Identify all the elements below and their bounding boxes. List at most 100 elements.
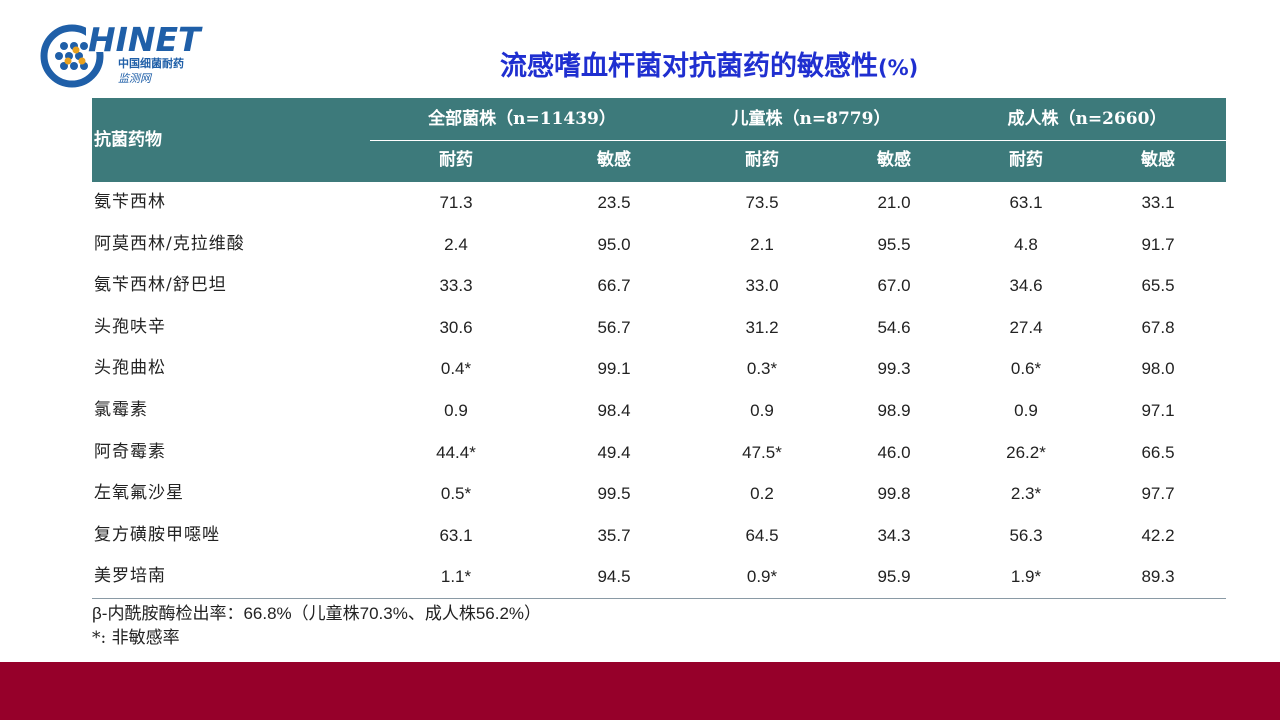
drug-name: 阿莫西林/克拉维酸 — [94, 233, 245, 254]
susceptible-value: 99.3 — [877, 359, 911, 379]
resistant-value: 0.9* — [746, 567, 778, 587]
resistant-value: 33.3 — [439, 276, 473, 296]
page-title: 流感嗜血杆菌对抗菌药的敏感性(%) — [500, 44, 918, 83]
header-divider — [370, 140, 1226, 141]
resistant-value: 0.9 — [1014, 400, 1038, 420]
drug-name: 复方磺胺甲噁唑 — [94, 524, 220, 545]
resistant-value: 71.3 — [439, 193, 473, 212]
drug-column-header: 抗菌药物 — [94, 130, 162, 150]
susceptible-value: 97.7 — [1141, 484, 1175, 504]
logo-subtitle-1: 中国细菌耐药 — [118, 57, 184, 70]
group-header-adults: 成人株（n=2660） — [1007, 109, 1167, 129]
table-bottom-rule — [92, 597, 1226, 599]
logo-wordmark: HINET — [88, 20, 201, 59]
resistant-value: 56.3 — [1009, 525, 1043, 545]
resistant-value: 63.1 — [1009, 193, 1043, 212]
table-row: 头孢呋辛 30.6 56.7 31.2 54.6 27.4 67.8 — [92, 307, 1226, 349]
susceptible-value: 99.5 — [597, 484, 631, 504]
drug-name: 头孢呋辛 — [94, 316, 166, 337]
subheader-resistant: 耐药 — [745, 150, 779, 170]
susceptible-value: 94.5 — [597, 567, 631, 587]
resistant-value: 0.2 — [750, 484, 774, 504]
resistant-value: 0.4* — [440, 359, 472, 379]
resistant-value: 64.5 — [745, 525, 779, 545]
resistant-value: 63.1 — [439, 525, 473, 545]
footnotes: β-内酰胺酶检出率：66.8%（儿童株70.3%、成人株56.2%） *: 非敏… — [92, 602, 541, 650]
table-row: 氯霉素 0.9 98.4 0.9 98.9 0.9 97.1 — [92, 390, 1226, 432]
table-row: 阿莫西林/克拉维酸 2.4 95.0 2.1 95.5 4.8 91.7 — [92, 224, 1226, 266]
susceptible-value: 56.7 — [597, 317, 631, 337]
susceptible-value: 95.0 — [597, 234, 631, 254]
subheader-susceptible: 敏感 — [597, 150, 631, 170]
susceptible-value: 67.0 — [877, 276, 911, 296]
table-row: 阿奇霉素 44.4* 49.4 47.5* 46.0 26.2* 66.5 — [92, 432, 1226, 474]
susceptible-value: 67.8 — [1141, 317, 1175, 337]
table-row: 氨苄西林 71.3 23.5 73.5 21.0 63.1 33.1 — [92, 182, 1226, 224]
susceptible-value: 99.1 — [597, 359, 631, 379]
subheader-resistant: 耐药 — [439, 150, 473, 170]
drug-name: 氯霉素 — [94, 399, 148, 420]
resistant-value: 73.5 — [745, 193, 779, 212]
resistant-value: 2.3* — [1010, 484, 1042, 504]
subheader-susceptible: 敏感 — [877, 150, 911, 170]
susceptible-value: 33.1 — [1141, 193, 1175, 212]
resistant-value: 33.0 — [745, 276, 779, 296]
susceptible-value: 91.7 — [1141, 234, 1175, 254]
resistant-value: 0.9 — [750, 400, 774, 420]
footer-bar — [0, 662, 1280, 720]
drug-name: 左氧氟沙星 — [94, 483, 184, 504]
resistant-value: 26.2* — [1006, 442, 1046, 462]
table-row: 复方磺胺甲噁唑 63.1 35.7 64.5 34.3 56.3 42.2 — [92, 515, 1226, 557]
resistant-value: 1.1* — [440, 567, 472, 587]
susceptible-value: 34.3 — [877, 525, 911, 545]
group-header-children: 儿童株（n=8779） — [731, 109, 891, 129]
susceptible-value: 46.0 — [877, 442, 911, 462]
resistant-value: 27.4 — [1009, 317, 1043, 337]
susceptible-value: 98.4 — [597, 400, 631, 420]
table-row: 美罗培南 1.1* 94.5 0.9* 95.9 1.9* 89.3 — [92, 556, 1226, 598]
hinet-logo: HINET 中国细菌耐药 监测网 — [38, 18, 218, 90]
drug-name: 氨苄西林/舒巴坦 — [94, 275, 227, 296]
susceptible-value: 97.1 — [1141, 400, 1175, 420]
drug-name: 美罗培南 — [94, 566, 166, 587]
resistant-value: 0.5* — [440, 484, 472, 504]
susceptible-value: 98.0 — [1141, 359, 1175, 379]
resistant-value: 1.9* — [1010, 567, 1042, 587]
resistant-value: 2.4 — [444, 234, 468, 254]
resistant-value: 30.6 — [439, 317, 473, 337]
beta-lactamase-note: β-内酰胺酶检出率：66.8%（儿童株70.3%、成人株56.2%） — [92, 604, 542, 623]
susceptible-value: 23.5 — [597, 193, 631, 212]
susceptible-value: 54.6 — [877, 317, 911, 337]
susceptible-value: 95.5 — [877, 234, 911, 254]
susceptible-value: 66.5 — [1141, 442, 1175, 462]
logo-globe-icon — [40, 22, 116, 88]
title-suffix: (%) — [878, 56, 919, 80]
table-row: 头孢曲松 0.4* 99.1 0.3* 99.3 0.6* 98.0 — [92, 348, 1226, 390]
subheader-susceptible: 敏感 — [1141, 150, 1175, 170]
susceptible-value: 65.5 — [1141, 276, 1175, 296]
group-header-all: 全部菌株（n=11439） — [428, 109, 616, 129]
susceptible-value: 99.8 — [877, 484, 911, 504]
drug-name: 阿奇霉素 — [94, 441, 166, 462]
resistant-value: 47.5* — [742, 442, 782, 462]
drug-name: 氨苄西林 — [94, 192, 166, 212]
table-header: 抗菌药物 全部菌株（n=11439） 儿童株（n=8779） 成人株（n=266… — [92, 98, 1226, 182]
susceptible-value: 89.3 — [1141, 567, 1175, 587]
susceptible-value: 66.7 — [597, 276, 631, 296]
title-main: 流感嗜血杆菌对抗菌药的敏感性 — [500, 51, 878, 82]
susceptible-value: 35.7 — [597, 525, 631, 545]
asterisk-note: *: 非敏感率 — [92, 628, 180, 648]
susceptible-value: 21.0 — [877, 193, 911, 212]
resistant-value: 31.2 — [745, 317, 779, 337]
susceptible-value: 49.4 — [597, 442, 631, 462]
table-row: 氨苄西林/舒巴坦 33.3 66.7 33.0 67.0 34.6 65.5 — [92, 265, 1226, 307]
subheader-resistant: 耐药 — [1009, 150, 1043, 170]
susceptibility-table: 抗菌药物 全部菌株（n=11439） 儿童株（n=8779） 成人株（n=266… — [92, 98, 1226, 599]
susceptible-value: 95.9 — [877, 567, 911, 587]
resistant-value: 44.4* — [436, 442, 476, 462]
resistant-value: 34.6 — [1009, 276, 1043, 296]
logo-subtitle-2: 监测网 — [118, 72, 151, 85]
resistant-value: 0.9 — [444, 400, 468, 420]
susceptible-value: 98.9 — [877, 400, 911, 420]
table-body: 氨苄西林 71.3 23.5 73.5 21.0 63.1 33.1 阿莫西林/克拉维酸 2.4… — [92, 182, 1226, 598]
